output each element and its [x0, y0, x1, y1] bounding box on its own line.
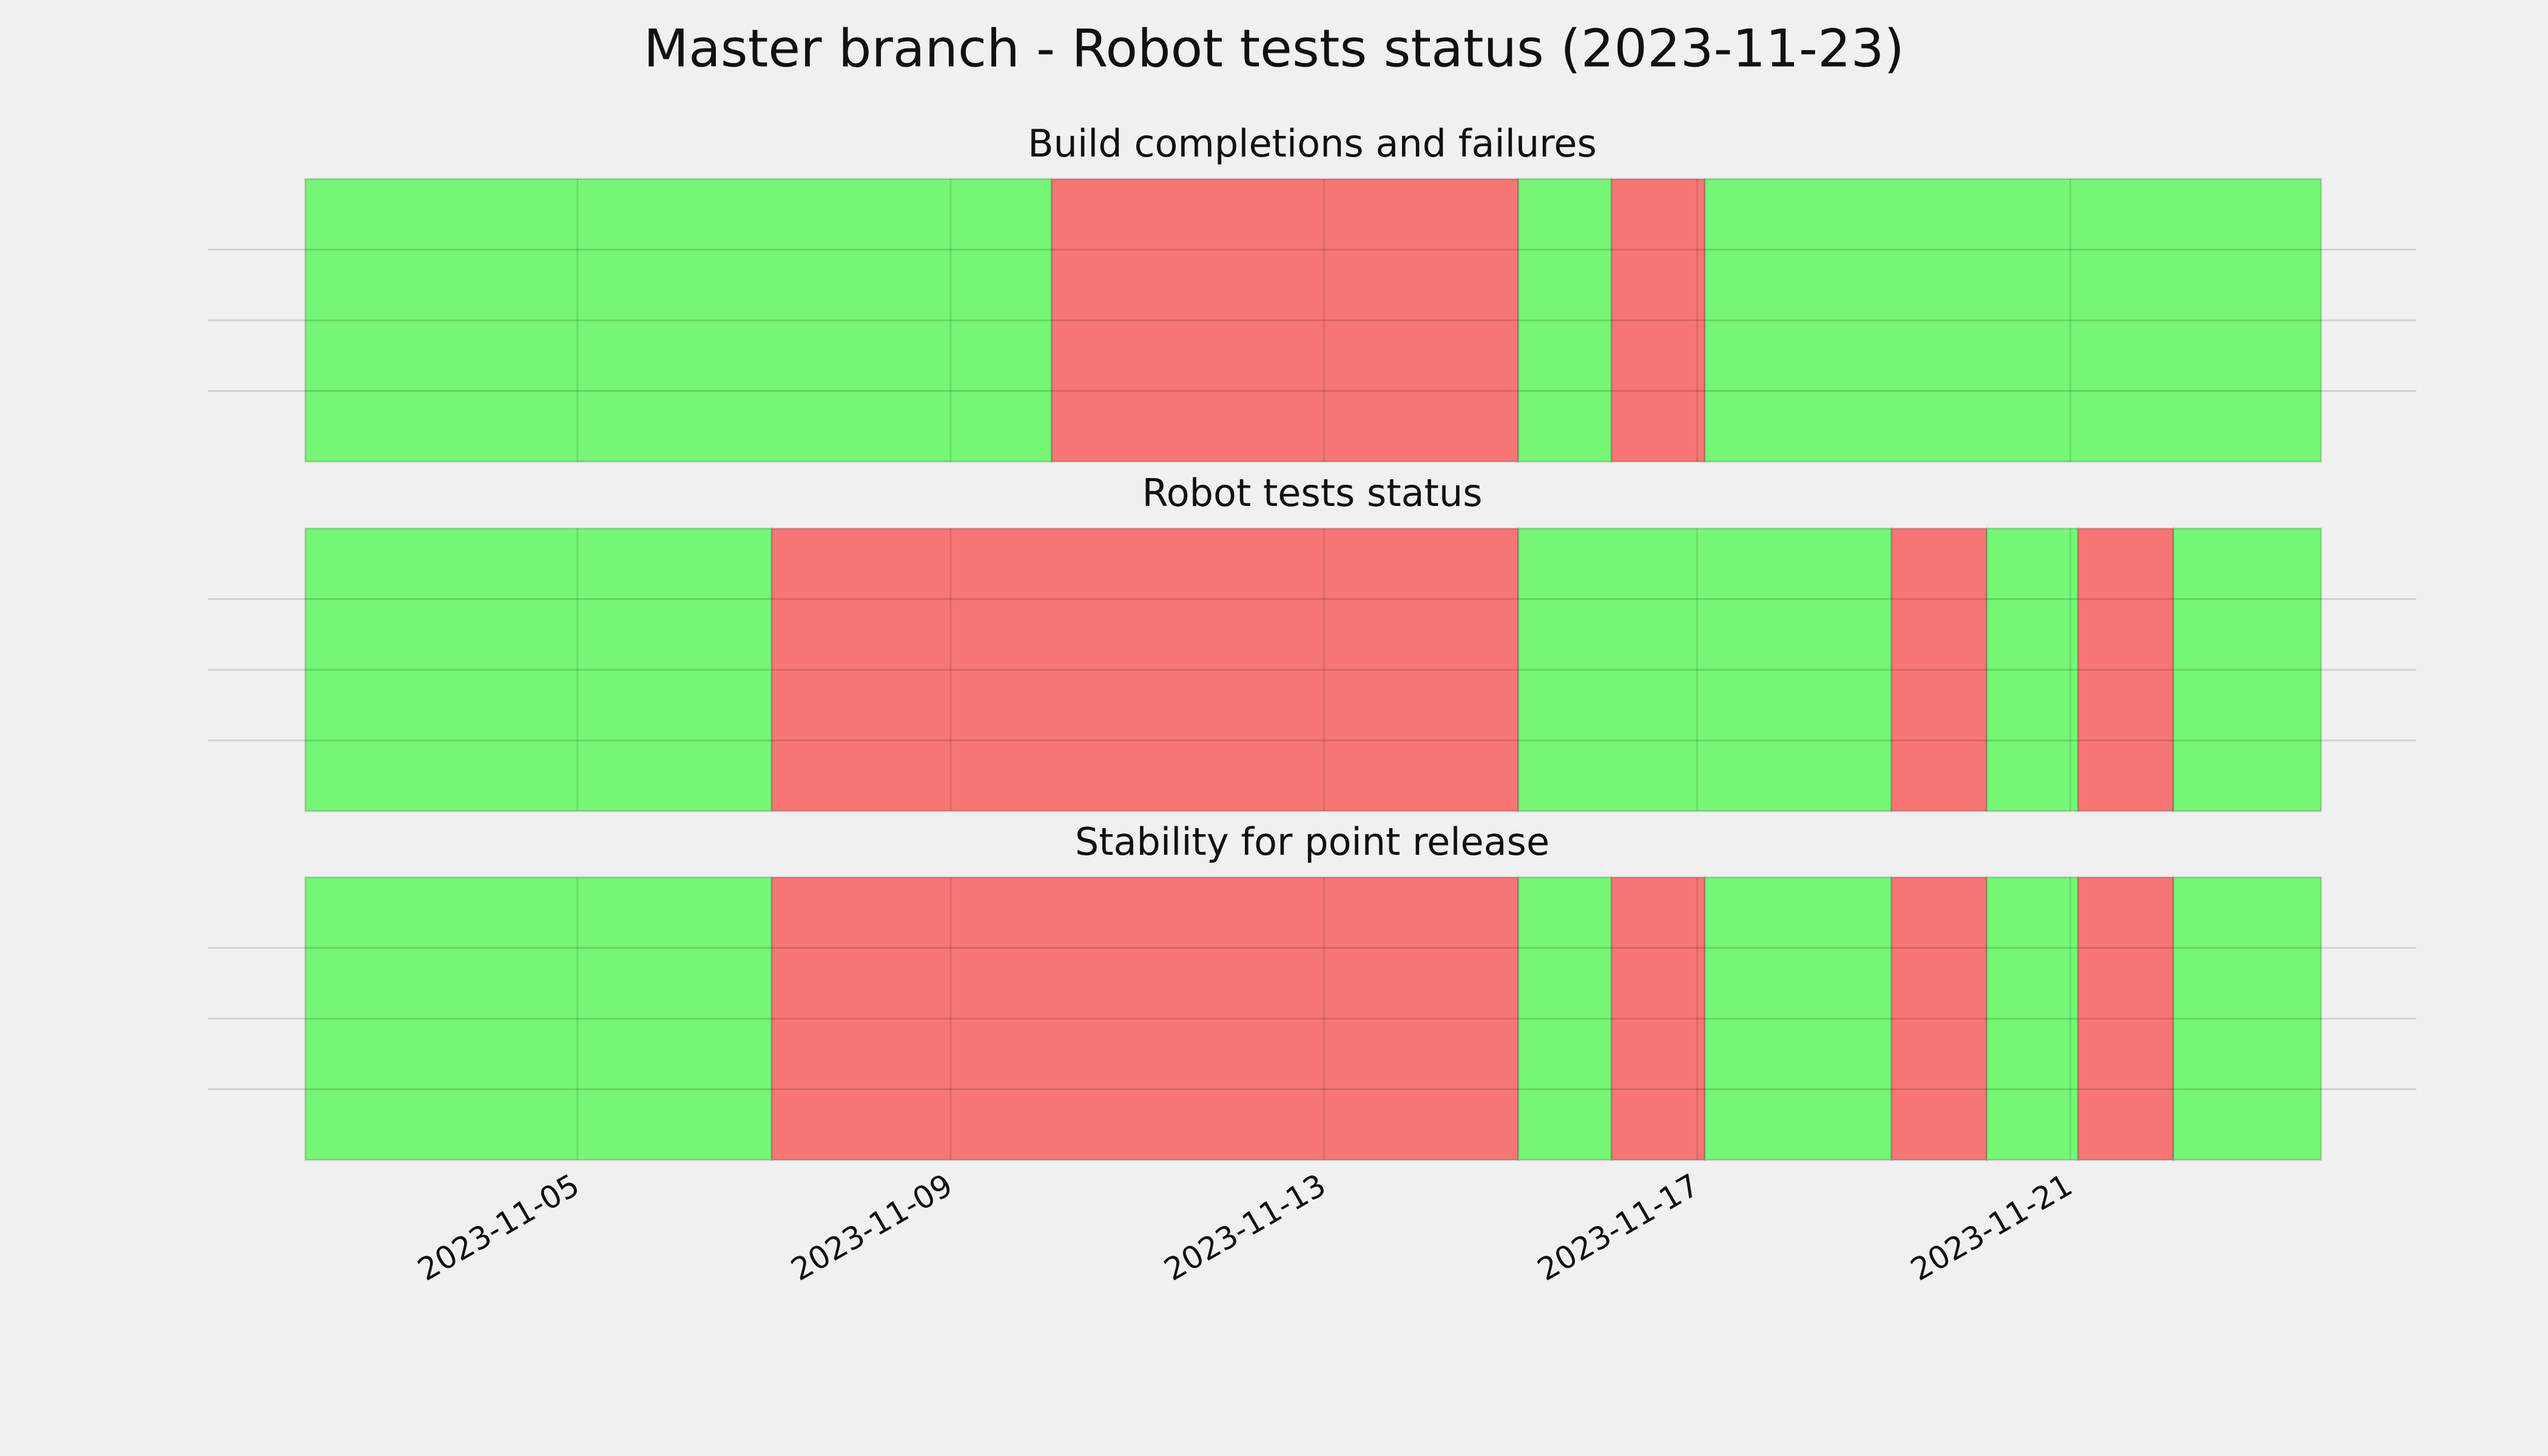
status-span	[1890, 527, 1988, 812]
status-span	[304, 178, 1053, 463]
panel-title: Stability for point release	[1075, 820, 1549, 864]
status-span	[2172, 876, 2322, 1161]
x-tick-label: 2023-11-21	[1905, 1167, 2078, 1288]
panel-title: Robot tests status	[1142, 471, 1482, 515]
status-span	[304, 876, 773, 1161]
x-tick-label: 2023-11-17	[1532, 1167, 1705, 1288]
status-span	[2077, 876, 2174, 1161]
status-span	[1517, 178, 1613, 463]
x-tick-label: 2023-11-13	[1159, 1167, 1332, 1288]
status-span	[1517, 527, 1893, 812]
status-span	[1890, 876, 1988, 1161]
x-tick-label: 2023-11-09	[785, 1167, 959, 1288]
status-span	[1051, 178, 1520, 463]
status-span	[1986, 876, 2079, 1161]
status-span	[2077, 527, 2174, 812]
status-span	[1704, 876, 1893, 1161]
chart-title: Master branch - Robot tests status (2023…	[644, 18, 1904, 79]
x-tick-label: 2023-11-05	[412, 1167, 585, 1288]
status-span	[770, 527, 1520, 812]
panel-title: Build completions and failures	[1028, 121, 1597, 166]
status-span	[1517, 876, 1613, 1161]
status-span	[1610, 876, 1706, 1161]
status-span	[770, 876, 1520, 1161]
status-span	[1704, 178, 2322, 463]
status-span	[2172, 527, 2322, 812]
status-span	[304, 527, 773, 812]
status-span	[1610, 178, 1706, 463]
